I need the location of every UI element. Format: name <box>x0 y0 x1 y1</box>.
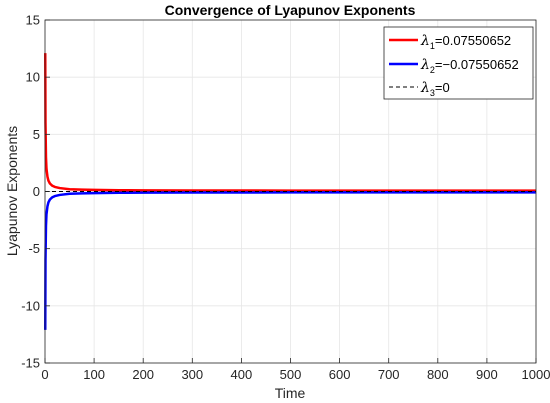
y-axis-label: Lyapunov Exponents <box>4 126 20 256</box>
x-tick-label: 100 <box>83 367 105 382</box>
legend-entry-1: λ1=0.07550652 <box>389 33 511 51</box>
x-tick-label: 800 <box>427 367 449 382</box>
y-tick-label: -5 <box>28 241 40 256</box>
series-layer <box>44 53 537 330</box>
y-tick-label: 10 <box>26 70 40 85</box>
legend: λ1=0.07550652 λ2=−0.07550652 λ3=0 <box>383 26 534 100</box>
legend-entry-2: λ2=−0.07550652 <box>389 57 519 75</box>
x-tick-label: 200 <box>132 367 154 382</box>
x-tick-label: 1000 <box>522 367 550 382</box>
y-tick-label: 15 <box>26 13 40 28</box>
x-tick-label: 900 <box>476 367 498 382</box>
x-tick-label: 700 <box>378 367 400 382</box>
legend-entry-3: λ3=0 <box>389 80 450 98</box>
x-axis-label: Time <box>275 385 306 401</box>
x-tick-label: 400 <box>231 367 253 382</box>
x-tick-label: 300 <box>181 367 203 382</box>
legend-label-1: λ1=0.07550652 <box>420 33 511 51</box>
y-tick-label: -10 <box>21 298 40 313</box>
x-tick-label: 0 <box>41 367 48 382</box>
legend-label-3: λ3=0 <box>420 80 450 98</box>
legend-label-2: λ2=−0.07550652 <box>420 57 519 75</box>
ticks: 0 100 200 300 400 500 600 700 800 900 1000-15-10-5… <box>21 13 550 383</box>
x-tick-label: 600 <box>329 367 351 382</box>
chart-title: Convergence of Lyapunov Exponents <box>165 2 416 18</box>
series-line-2 <box>44 191 537 330</box>
y-tick-label: 0 <box>33 184 40 199</box>
x-tick-label: 500 <box>280 367 302 382</box>
y-tick-label: -15 <box>21 356 40 371</box>
series-line-1 <box>44 53 537 192</box>
y-tick-label: 5 <box>33 127 40 142</box>
